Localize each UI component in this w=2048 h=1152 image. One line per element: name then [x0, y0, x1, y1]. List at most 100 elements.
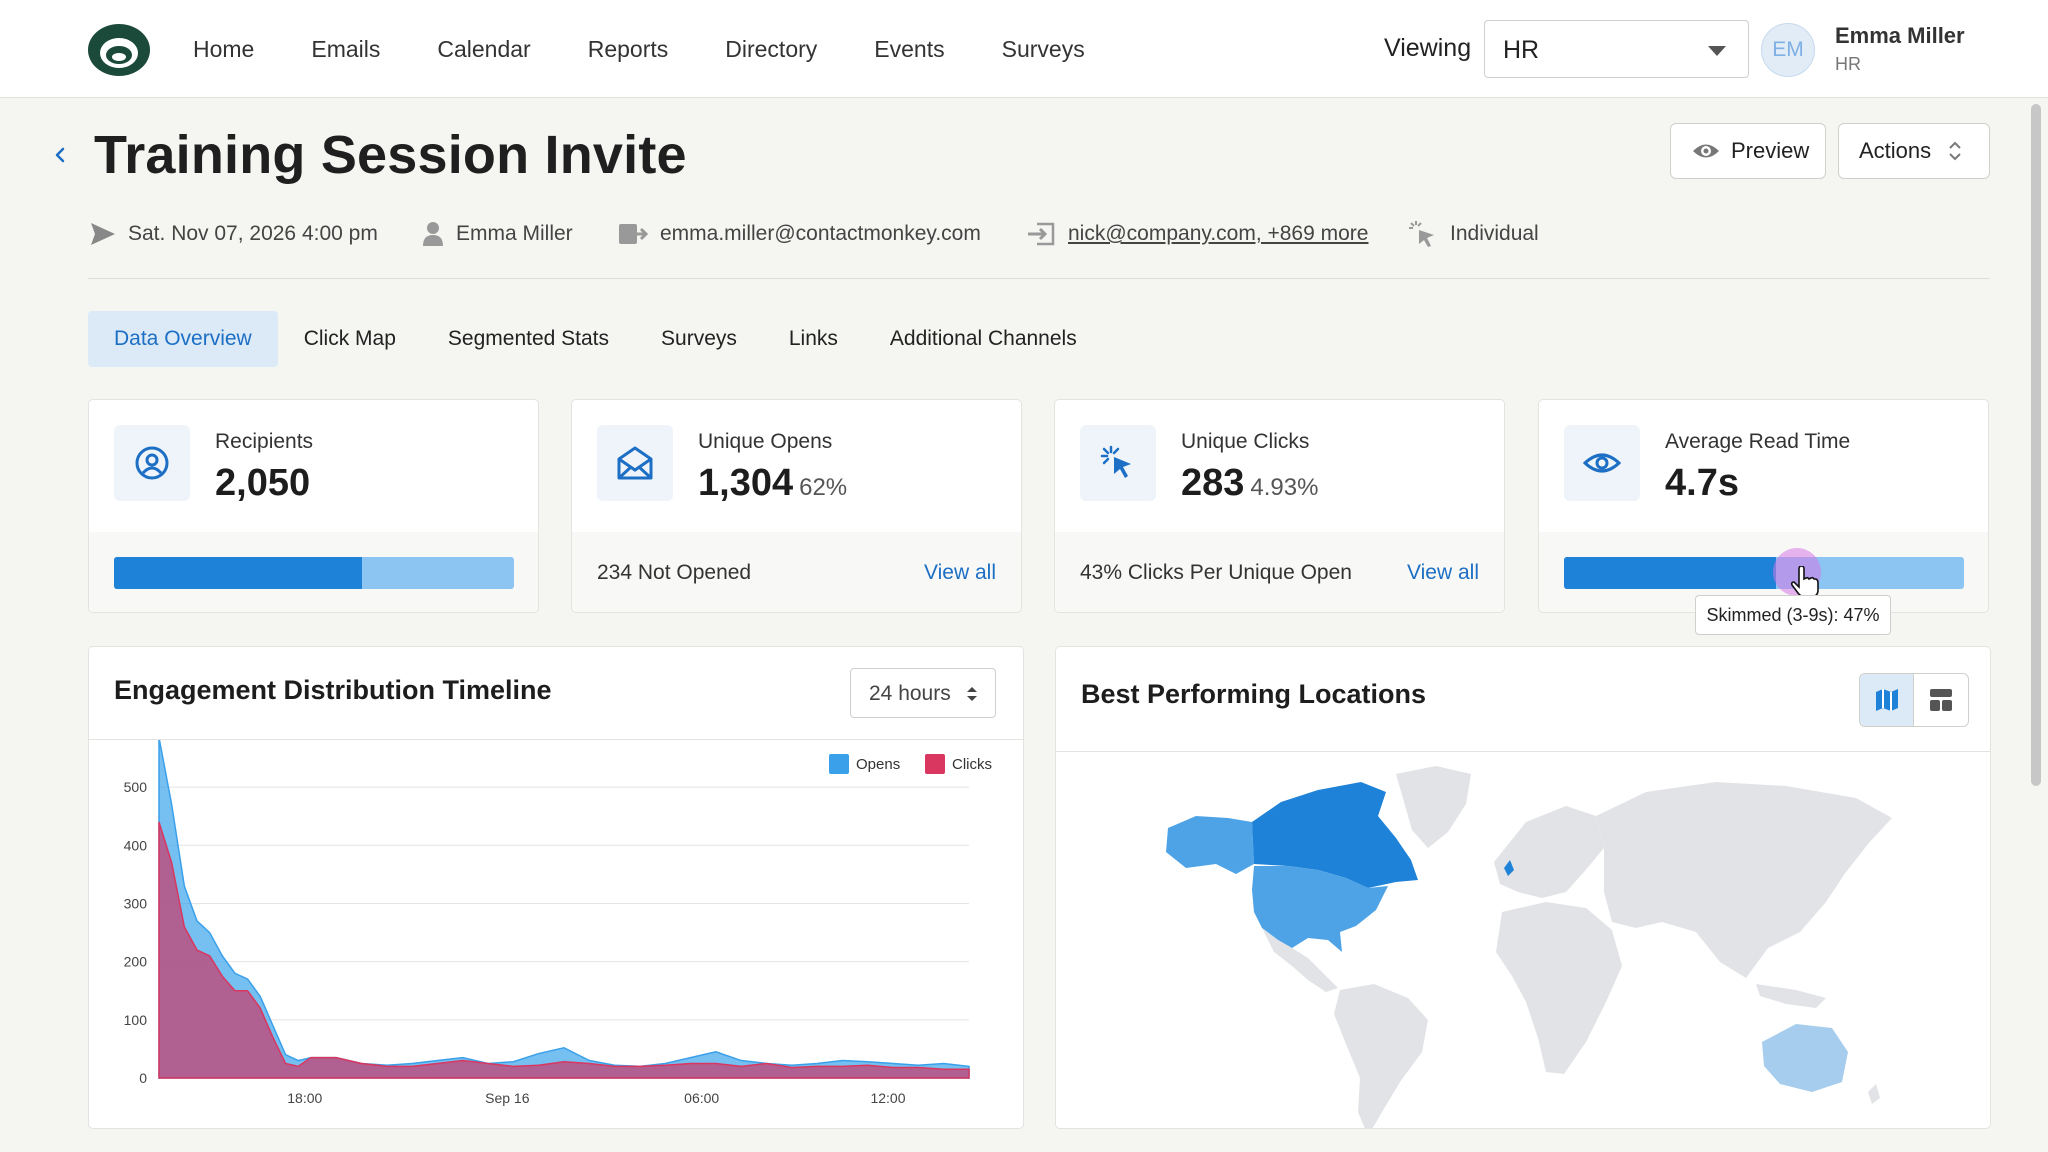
nav-home[interactable]: Home: [193, 35, 255, 62]
nav-surveys[interactable]: Surveys: [1001, 35, 1085, 62]
tab-surveys[interactable]: Surveys: [661, 327, 737, 350]
meta-author: Emma Miller: [422, 218, 573, 250]
average-read-time-card: Average Read Time 4.7s: [1538, 399, 1989, 613]
opens-view-all-link[interactable]: View all: [924, 561, 996, 584]
timeline-header-divider: [89, 739, 1023, 740]
user-name[interactable]: Emma Miller: [1835, 23, 1965, 48]
tab-segmented-stats[interactable]: Segmented Stats: [447, 327, 610, 350]
locations-header-divider: [1056, 751, 1990, 752]
contactmonkey-logo[interactable]: [86, 20, 152, 78]
legend-swatch-clicks: [925, 754, 945, 774]
preview-button[interactable]: Preview: [1670, 123, 1826, 179]
clicks-footer: 43% Clicks Per Unique Open View all: [1055, 532, 1504, 612]
nav-directory[interactable]: Directory: [725, 35, 818, 62]
tab-data-overview[interactable]: Data Overview: [88, 311, 278, 367]
map-region-indonesia: [1756, 984, 1826, 1008]
header-divider: [88, 278, 1990, 279]
eye-icon: [1693, 144, 1719, 158]
actions-button[interactable]: Actions: [1838, 123, 1990, 179]
map-region-africa: [1496, 902, 1622, 1074]
actions-button-label: Actions: [1859, 138, 1932, 163]
y-tick-label: 200: [124, 954, 148, 970]
opens-percent: 62%: [799, 474, 848, 501]
engagement-area-chart[interactable]: 0 100 200 300 400 500 18:00 Sep 16 06:00 12:00 Ope…: [89, 740, 1024, 1129]
hand-pointer-icon: [1790, 566, 1819, 598]
recipients-card: Recipients 2,050: [88, 399, 539, 613]
nav-reports[interactable]: Reports: [587, 35, 669, 62]
timeline-range-select[interactable]: 24 hours: [850, 668, 996, 718]
clicks-count: 283: [1181, 462, 1245, 504]
y-tick-label: 500: [124, 779, 148, 795]
opens-value: 1,304 62%: [698, 462, 847, 505]
grid-view-button[interactable]: [1914, 674, 1968, 726]
read-time-value: 4.7s: [1665, 462, 1739, 504]
series-area-opens: [158, 740, 970, 1079]
opens-icon-box: [597, 425, 673, 501]
engagement-timeline-panel: Engagement Distribution Timeline 24 hour…: [88, 646, 1024, 1129]
y-tick-label: 100: [124, 1012, 148, 1028]
clicks-per-open-text: 43% Clicks Per Unique Open: [1080, 561, 1352, 584]
sort-chevrons-icon: [1949, 141, 1961, 161]
meta-tracking: Individual: [1406, 218, 1539, 250]
clicks-icon-box: [1080, 425, 1156, 501]
tab-links[interactable]: Links: [788, 327, 838, 350]
clicks-percent: 4.93%: [1250, 474, 1319, 501]
from-address: emma.miller@contactmonkey.com: [660, 222, 981, 245]
nav-emails[interactable]: Emails: [311, 35, 381, 62]
x-tick-label: 12:00: [870, 1090, 905, 1106]
recipients-footer: [89, 532, 538, 612]
back-chevron-icon[interactable]: [52, 145, 68, 165]
clicks-label: Unique Clicks: [1181, 430, 1310, 453]
timeline-range-value: 24 hours: [869, 682, 951, 705]
avatar[interactable]: EM: [1761, 23, 1815, 77]
grid-icon: [1930, 689, 1952, 711]
nav-calendar[interactable]: Calendar: [437, 35, 531, 62]
opens-footer: 234 Not Opened View all: [572, 532, 1021, 612]
unique-opens-card: Unique Opens 1,304 62% 234 Not Opened Vie…: [571, 399, 1022, 613]
user-role: HR: [1835, 54, 1861, 74]
clicks-view-all-link[interactable]: View all: [1407, 561, 1479, 584]
unique-clicks-card: Unique Clicks 283 4.93% 43% Clicks Per Un…: [1054, 399, 1505, 613]
top-navigation: Home Emails Calendar Reports Directory E…: [0, 0, 2048, 98]
opens-count: 1,304: [698, 462, 794, 504]
map-view-toggle: [1859, 673, 1969, 727]
legend-label-clicks: Clicks: [952, 756, 992, 773]
legend-label-opens: Opens: [856, 756, 900, 773]
nav-events[interactable]: Events: [874, 35, 945, 62]
click-cursor-icon: [1100, 445, 1131, 478]
y-tick-label: 400: [124, 837, 148, 853]
viewing-select[interactable]: HR: [1484, 20, 1749, 78]
read-time-progress-fill: [1564, 557, 1776, 589]
chevron-down-icon: [1708, 46, 1726, 56]
map-region-greenland: [1396, 766, 1471, 848]
viewing-select-value: HR: [1503, 36, 1540, 64]
read-time-progress-bar[interactable]: [1564, 557, 1964, 589]
world-map[interactable]: [1056, 752, 1991, 1129]
report-tabs: Data Overview Click Map Segmented Stats …: [88, 311, 1103, 367]
y-tick-label: 0: [139, 1070, 147, 1086]
user-circle-icon: [135, 446, 169, 480]
locations-title: Best Performing Locations: [1081, 679, 1427, 709]
read-time-label: Average Read Time: [1665, 430, 1851, 453]
map-region-canada: [1252, 782, 1418, 888]
map-region-alaska: [1166, 816, 1254, 874]
map-region-usa: [1252, 866, 1388, 952]
author-name: Emma Miller: [456, 222, 573, 245]
recipients-progress-bar[interactable]: [114, 557, 514, 589]
viewing-label: Viewing: [1384, 34, 1472, 62]
to-recipients-link[interactable]: nick@company.com, +869 more: [1068, 222, 1369, 245]
tab-click-map[interactable]: Click Map: [303, 327, 396, 350]
recipients-label: Recipients: [215, 430, 314, 453]
meta-to: nick@company.com, +869 more: [1026, 218, 1368, 250]
sort-chevrons-icon: [967, 687, 977, 701]
map-region-uk: [1504, 860, 1514, 876]
recipients-value: 2,050: [215, 462, 311, 504]
tab-additional-channels[interactable]: Additional Channels: [889, 327, 1077, 350]
map-region-new-zealand: [1868, 1084, 1880, 1104]
scrollbar-thumb[interactable]: [2031, 104, 2041, 786]
legend-swatch-opens: [829, 754, 849, 774]
map-view-button[interactable]: [1860, 674, 1915, 726]
map-region-asia: [1596, 782, 1892, 978]
read-time-icon-box: [1564, 425, 1640, 501]
sender-icon: [619, 224, 648, 244]
